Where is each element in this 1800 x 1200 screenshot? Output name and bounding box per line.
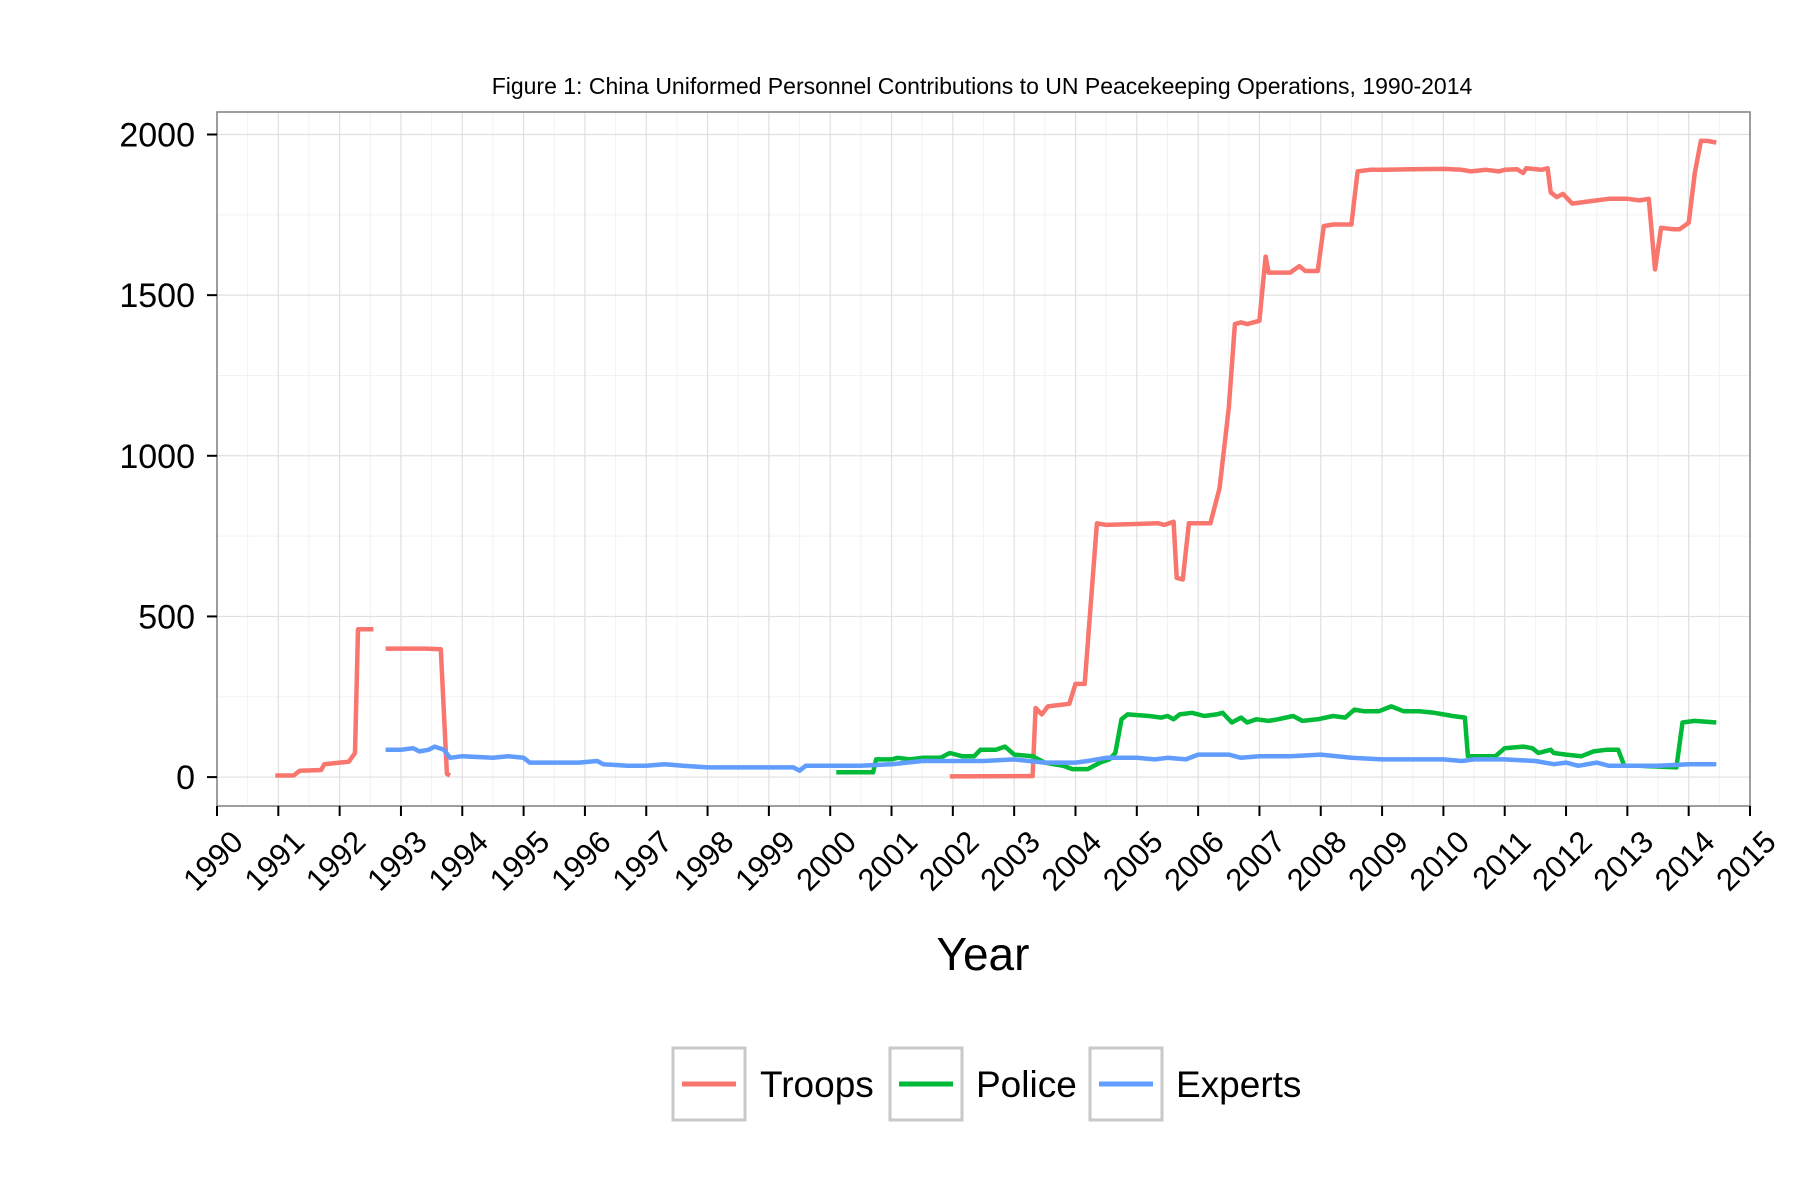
x-tick-label: 2001 [851,824,925,898]
x-tick-label: 2000 [789,824,863,898]
x-tick-label: 2002 [912,824,986,898]
series-line-experts-segment-1 [385,744,1717,773]
y-tick-label: 0 [176,759,195,797]
y-tick-label: 1000 [119,438,195,476]
series-line-troops-segment-3 [949,138,1717,779]
legend-item-police: Police [888,1046,1077,1122]
x-tick-label: 1994 [422,824,496,898]
x-tick-label: 1997 [606,824,680,898]
x-axis: 1990199119921993199419951996199719981999… [176,806,1783,898]
x-tick-label: 1995 [483,824,557,898]
x-tick-label: 1998 [667,824,741,898]
series-line-troops-segment-1 [275,627,374,778]
series-layer [275,138,1717,779]
x-tick-label: 2012 [1525,824,1599,898]
x-tick-label: 2007 [1219,824,1293,898]
series-line-troops-segment-2 [385,646,452,778]
legend-label: Experts [1176,1064,1301,1105]
x-tick-label: 1996 [544,824,618,898]
y-tick-label: 1500 [119,277,195,315]
y-tick-label: 500 [138,598,195,636]
x-tick-label: 1999 [728,824,802,898]
x-tick-label: 1992 [299,824,373,898]
x-tick-label: 2004 [1035,824,1109,898]
x-tick-label: 1991 [238,824,312,898]
x-tick-label: 2015 [1709,824,1783,898]
x-tick-label: 2009 [1341,824,1415,898]
legend-item-troops: Troops [671,1046,874,1122]
y-axis: 0 500 1000 1500 2000 [119,116,217,797]
y-tick-label: 2000 [119,116,195,154]
minor-gridlines [217,112,1750,806]
x-tick-label: 1993 [360,824,434,898]
series-line-police-segment-1 [836,704,1717,775]
chart-title: Figure 1: China Uniformed Personnel Cont… [492,73,1473,99]
x-tick-label: 2013 [1587,824,1661,898]
legend-label: Police [976,1064,1077,1105]
x-tick-label: 2005 [1096,824,1170,898]
legend-label: Troops [760,1064,874,1105]
x-axis-label: Year [937,928,1030,980]
x-tick-label: 2008 [1280,824,1354,898]
x-tick-label: 1990 [176,824,250,898]
legend: Troops Police Experts [671,1046,1301,1122]
x-tick-label: 2011 [1466,824,1538,896]
legend-item-experts: Experts [1088,1046,1301,1122]
plot-border [216,111,1751,807]
x-tick-label: 2006 [1157,824,1231,898]
x-tick-label: 2003 [973,824,1047,898]
x-tick-label: 2010 [1403,824,1477,898]
x-tick-label: 2014 [1648,824,1722,898]
